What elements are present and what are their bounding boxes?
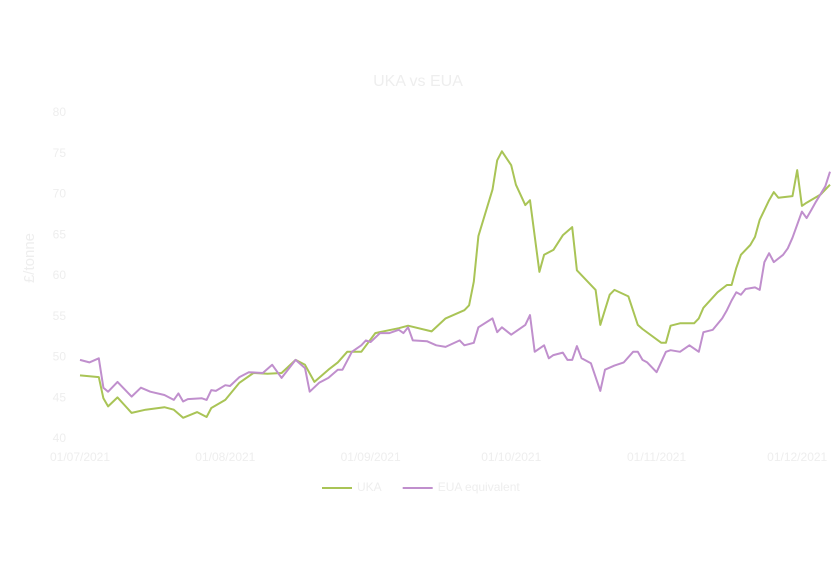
x-tick-label: 01/11/2021	[627, 450, 686, 464]
y-axis-label: £/tonne	[21, 233, 38, 283]
legend-label: UKA	[357, 480, 382, 494]
y-tick-label: 60	[53, 268, 67, 282]
y-tick-label: 40	[53, 431, 67, 445]
y-tick-label: 55	[53, 309, 67, 323]
series-line	[79, 150, 831, 419]
y-tick-label: 70	[53, 187, 67, 201]
y-tick-label: 75	[53, 146, 67, 160]
y-tick-label: 80	[53, 105, 67, 119]
y-tick-label: 45	[53, 390, 67, 404]
x-tick-label: 01/09/2021	[341, 450, 401, 464]
series-line	[79, 171, 831, 403]
x-tick-label: 01/10/2021	[481, 450, 541, 464]
y-tick-label: 65	[53, 227, 67, 241]
y-tick-label: 50	[53, 350, 67, 364]
x-tick-label: 01/12/2021	[767, 450, 827, 464]
chart-title: UKA vs EUA	[373, 73, 463, 90]
legend-label: EUA equivalent	[438, 480, 521, 494]
x-tick-label: 01/07/2021	[50, 450, 110, 464]
x-tick-label: 01/08/2021	[195, 450, 255, 464]
